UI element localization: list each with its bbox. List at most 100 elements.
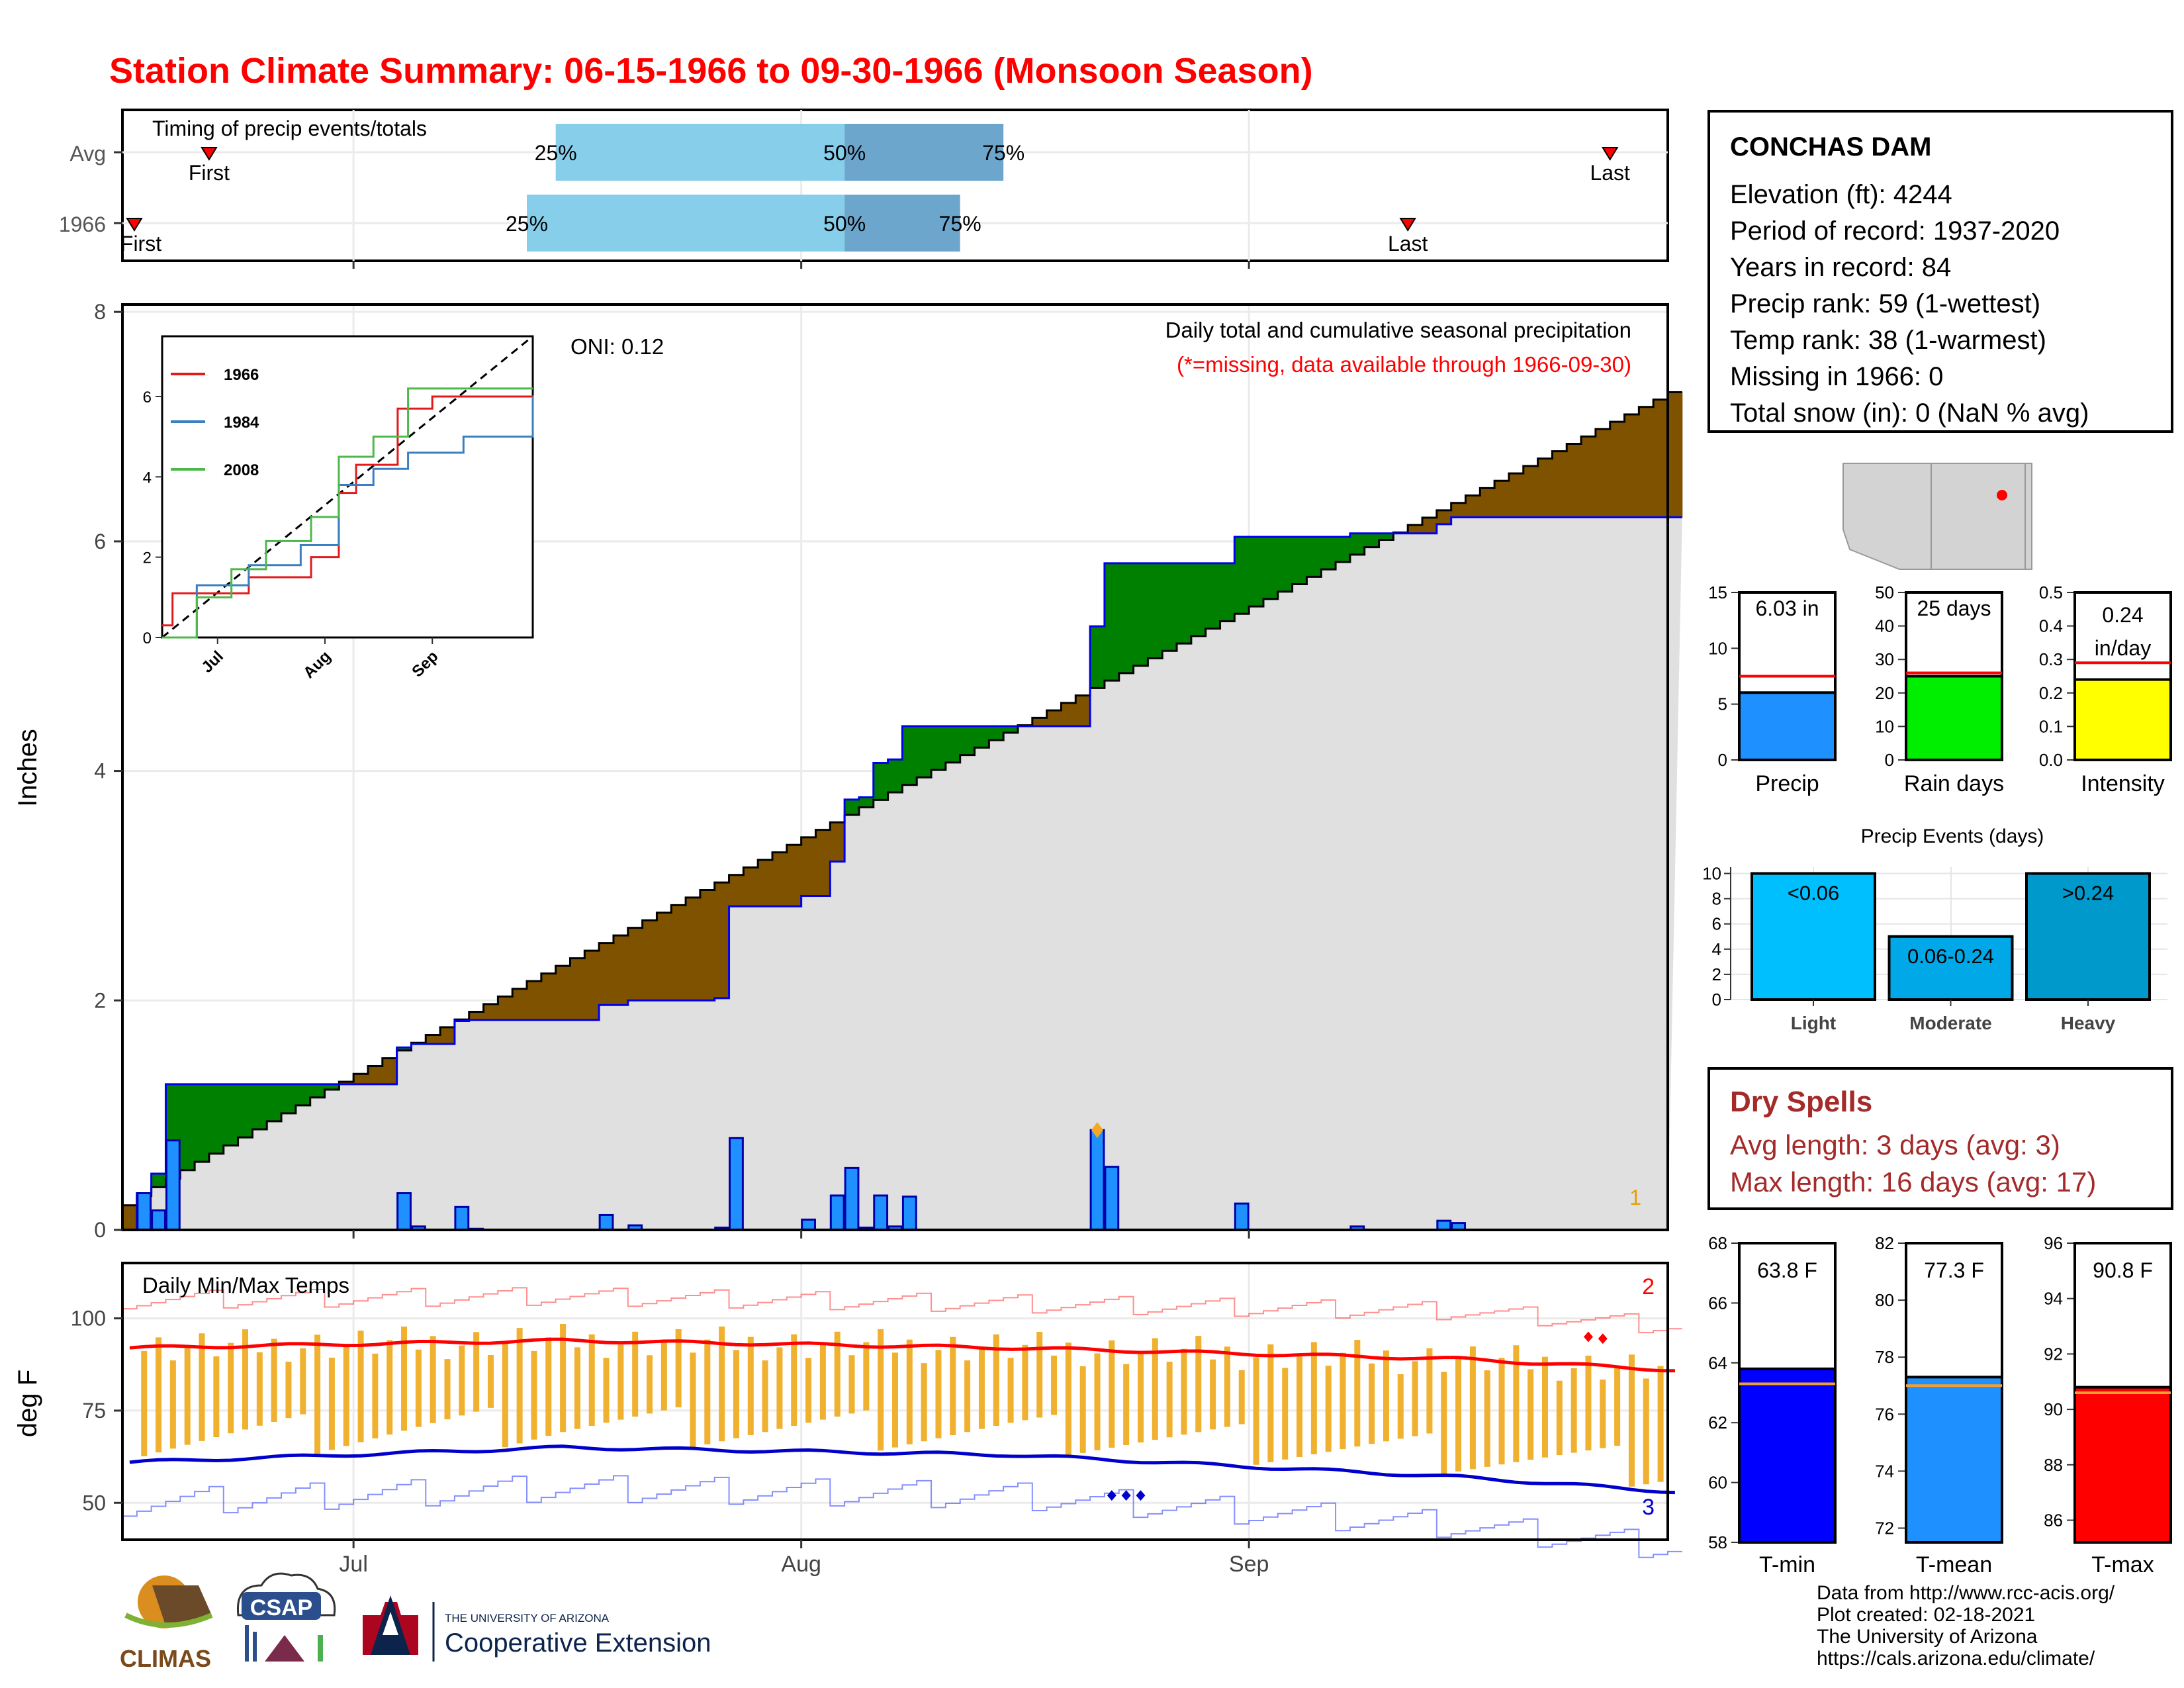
inset-legend-label: 1984 [224, 414, 259, 432]
timing-row-label-avg: Avg [69, 142, 106, 165]
timing-row-label-year: 1966 [59, 212, 106, 236]
precip-surplus-area [1090, 626, 1105, 688]
inset-y-tick-label: 0 [143, 630, 152, 647]
precip-surplus-area [1321, 536, 1336, 570]
mini-rain_days-bar [1905, 675, 2003, 761]
precip-deficit-area [1061, 702, 1076, 726]
events-bar-heavy [2025, 872, 2151, 1001]
precip-surplus-area [195, 1084, 210, 1162]
precip-y-tick-label: 0 [94, 1218, 106, 1242]
mini-precip-tick-label: 5 [1718, 694, 1727, 714]
precip-surplus-area [1234, 536, 1250, 614]
temperature-panel: 50 75 100 Jul Aug Sep Daily Min/Max Temps deg… [13, 1262, 1682, 1577]
timing-q50-label: 50% [823, 212, 866, 236]
temp-mini-tmax-tick-label: 96 [2044, 1233, 2063, 1253]
precip-y-tick-label: 2 [94, 988, 106, 1012]
events-tick-label: 10 [1702, 864, 1721, 884]
temperature-y-label: deg F [13, 1370, 42, 1437]
events-tick-label: 4 [1712, 939, 1721, 959]
temperature-x-tick-label: Sep [1229, 1552, 1269, 1577]
temp-mini-tmean-tick-label: 78 [1875, 1347, 1894, 1367]
temperature-y-tick-label: 75 [82, 1399, 106, 1423]
footer-university: The University of Arizona [1817, 1626, 2038, 1648]
precip-average-cumulative-line [122, 391, 1682, 1207]
daily-precip-bar [873, 1194, 889, 1231]
precip-y-label: Inches [13, 729, 42, 807]
precip-surplus-area [295, 1084, 311, 1105]
timing-quartile-bar-upper [844, 195, 960, 252]
timing-first-marker [126, 218, 143, 232]
logos: CLIMAS CSAP THE UNIVERSITY OF ARIZONA Co… [120, 1572, 711, 1672]
daily-precip-bar [396, 1192, 412, 1231]
max-precip-marker [1091, 1122, 1104, 1139]
timing-panel: Timing of precip events/totals Avg 1966 … [59, 109, 1669, 269]
events-x-label: Light [1791, 1013, 1836, 1033]
precip-deficit-area [1653, 399, 1668, 518]
temp-mini-tmean-value: 77.3 F [1924, 1258, 1984, 1282]
mini-intensity-unit: in/day [2095, 636, 2151, 660]
precip-common-area [122, 517, 1682, 1230]
precip-surplus-area [1349, 533, 1365, 555]
precip-deficit-area [1595, 429, 1611, 518]
precip-deficit-area [541, 973, 557, 1020]
precip-surplus-area [1118, 563, 1134, 673]
events-bar-text: >0.24 [2062, 882, 2114, 905]
timing-quartile-bar-upper [844, 124, 1004, 181]
precip-surplus-area [238, 1084, 253, 1138]
precip-surplus-area [989, 726, 1004, 741]
precip-deficit-area [1567, 444, 1582, 518]
precip-deficit-area [830, 822, 845, 862]
precip-deficit-area [786, 845, 802, 907]
precip-deficit-area [1408, 525, 1423, 534]
precip-deficit-area [657, 912, 672, 1001]
map-state-new-mexico [1931, 463, 2026, 570]
temp-mini-tmax-value: 90.8 F [2093, 1258, 2153, 1282]
station-missing: Missing in 1966: 0 [1730, 362, 1944, 391]
precip-deficit-area [1523, 465, 1539, 518]
precip-deficit-area [382, 1058, 398, 1084]
record-low-marker [1136, 1490, 1146, 1501]
precip-deficit-area [483, 1004, 498, 1020]
precip-deficit-area [772, 852, 788, 907]
precip-deficit-area [1581, 436, 1596, 518]
record-high-marker [1583, 1331, 1593, 1342]
precip-deficit-area [1436, 510, 1452, 524]
precip-y-tick-label: 4 [94, 759, 106, 783]
precip-deficit-area [1480, 488, 1495, 518]
ua-logo-small-text: THE UNIVERSITY OF ARIZONA [445, 1612, 610, 1624]
climas-logo: CLIMAS [120, 1575, 213, 1672]
precip-deficit-area [367, 1066, 383, 1084]
precip-surplus-area [151, 1174, 166, 1188]
precip-surplus-area [1364, 533, 1380, 547]
csap-logo-mountain [265, 1635, 304, 1662]
precip-surplus-area [252, 1084, 267, 1130]
precip-deficit-area [469, 1011, 484, 1020]
precip-surplus-area [324, 1084, 340, 1090]
events-tick-label: 8 [1712, 889, 1721, 909]
timing-q25-label: 25% [535, 141, 577, 165]
precip-deficit-area [1451, 502, 1466, 518]
station-elevation: Elevation (ft): 4244 [1730, 180, 1952, 209]
mini-rain_days-tick-label: 30 [1875, 649, 1894, 669]
precip-surplus-area [1177, 563, 1192, 644]
timing-quartile-bar-lower [527, 195, 845, 252]
record-low-line [122, 1475, 1682, 1558]
precip-deficit-area [1046, 710, 1062, 726]
dry-spells-avg: Avg length: 3 days (avg: 3) [1730, 1129, 2060, 1160]
precip-deficit-area [1465, 495, 1480, 518]
precip-surplus-area [1003, 726, 1019, 733]
precip-deficit-area [1508, 473, 1524, 518]
daily-precip-bar [1436, 1219, 1452, 1231]
precip-surplus-area [1263, 536, 1279, 599]
mini-intensity-tick-label: 0.5 [2039, 583, 2063, 602]
precip-deficit-area [815, 829, 831, 896]
precip-surplus-area [974, 726, 989, 748]
timing-last-label: Last [1590, 161, 1630, 185]
precip-deficit-area [627, 927, 643, 1001]
inset-average-line [161, 335, 533, 639]
precip-surplus-area [858, 797, 874, 808]
precip-deficit-area [671, 905, 686, 1001]
mini-intensity-tick-label: 0.3 [2039, 649, 2063, 669]
dry-spells-title: Dry Spells [1730, 1086, 1873, 1118]
